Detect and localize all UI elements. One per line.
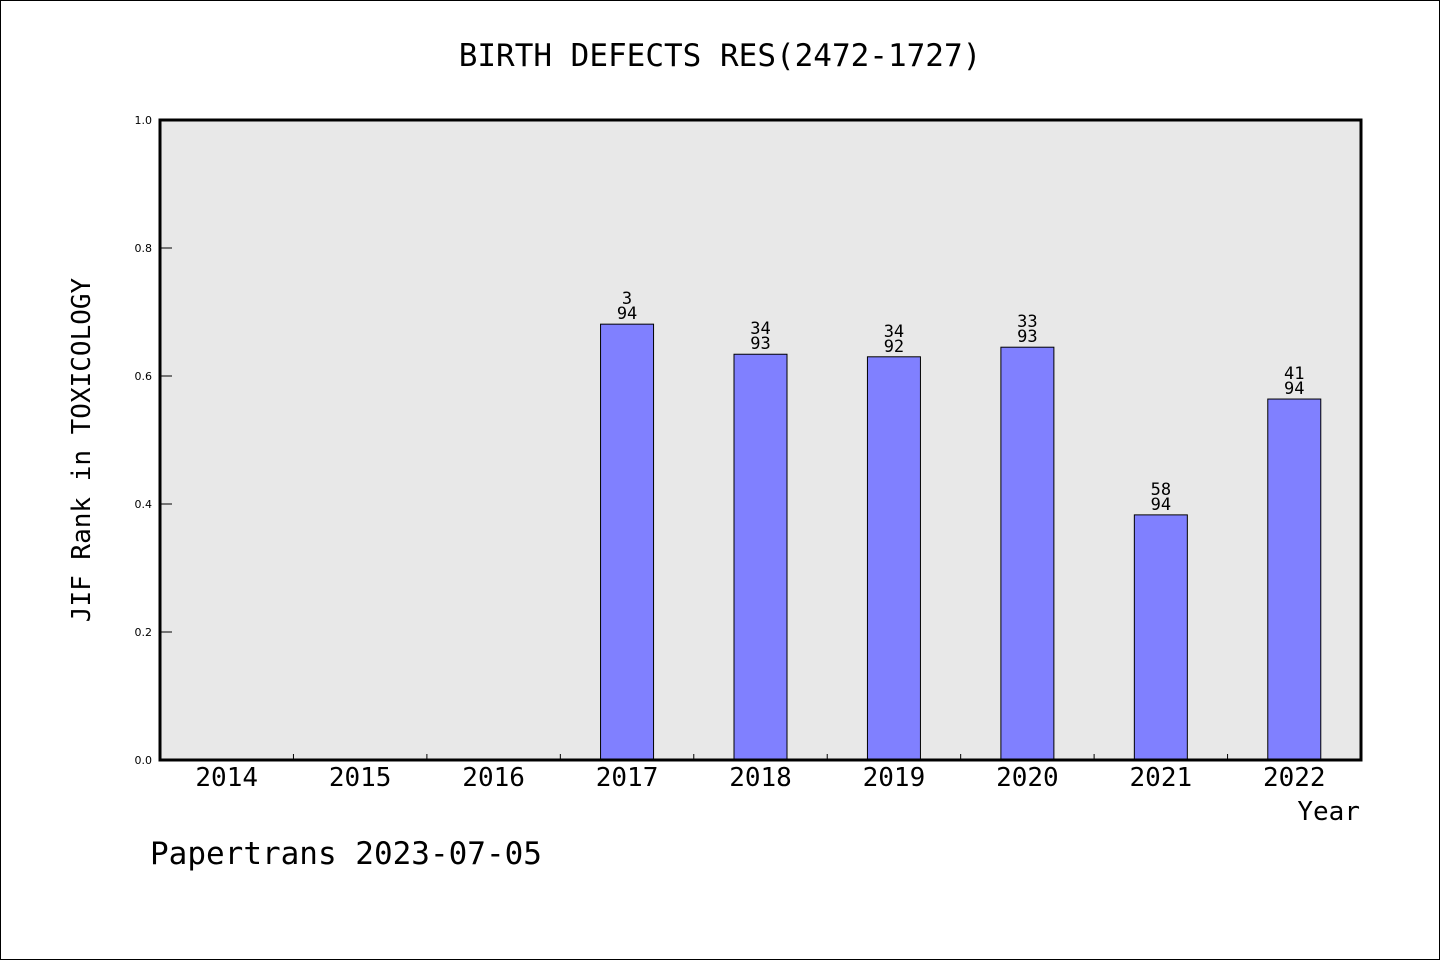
bar-label-total: 94 [1284, 379, 1304, 399]
x-tick-label: 2020 [996, 763, 1059, 793]
bar-label-total: 93 [1017, 327, 1037, 347]
x-tick-label: 2014 [195, 763, 258, 793]
bar-2022 [1267, 398, 1322, 761]
footer-stamp: Papertrans 2023-07-05 [150, 836, 542, 872]
y-axis-label: JIF Rank in TOXICOLOGY [67, 277, 97, 622]
x-axis-label: Year [1297, 797, 1360, 827]
bar-label-rank: 41 [1284, 364, 1304, 384]
x-tick-label: 2017 [596, 763, 659, 793]
y-tick-label: 0.4 [135, 498, 153, 511]
y-tick-label: 1.0 [135, 114, 153, 127]
bar-label-total: 93 [750, 334, 770, 354]
x-tick-label: 2022 [1263, 763, 1326, 793]
x-tick-label: 2021 [1130, 763, 1193, 793]
bar-label-rank: 3 [622, 289, 632, 309]
y-tick-label: 0.0 [135, 754, 153, 767]
ticks-group: 0.0 0.2 0.4 0.6 0.8 1.0 2014 2015 2016 2017 2018 20… [135, 114, 1326, 793]
x-tick-label: 2019 [863, 763, 926, 793]
bar-2018 [733, 353, 788, 761]
chart-title: BIRTH DEFECTS RES(2472-1727) [459, 38, 982, 74]
x-tick-label: 2018 [729, 763, 792, 793]
bar-2017 [600, 323, 655, 761]
bar-2019 [866, 356, 921, 761]
y-tick-label: 0.8 [135, 242, 153, 255]
y-tick-label: 0.6 [135, 370, 153, 383]
plot-border [158, 118, 1363, 762]
bar-label-total: 94 [1151, 495, 1171, 515]
x-tick-label: 2015 [329, 763, 392, 793]
x-tick-label: 2016 [462, 763, 525, 793]
bar-label-rank: 58 [1151, 480, 1171, 500]
bar-label-total: 92 [884, 337, 904, 357]
bar-label-rank: 34 [750, 319, 770, 339]
bar-label-total: 94 [617, 304, 637, 324]
bar-label-rank: 33 [1017, 312, 1037, 332]
bar-2021 [1133, 514, 1188, 761]
bar-2020 [1000, 346, 1055, 761]
bar-label-rank: 34 [884, 322, 904, 342]
y-tick-label: 0.2 [135, 626, 153, 639]
